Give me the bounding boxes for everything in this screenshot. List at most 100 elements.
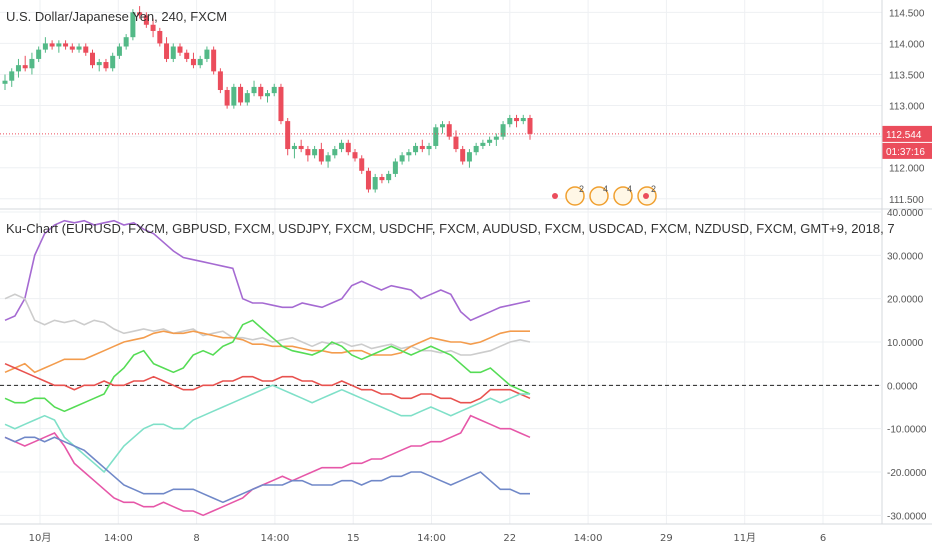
candle (116, 46, 122, 56)
candle (298, 145, 304, 150)
candle (190, 58, 196, 66)
candle (224, 90, 230, 106)
time-tick-label: 14:00 (417, 533, 446, 544)
indicator-tick-label: 40.0000 (887, 208, 924, 219)
price-tick-label: 113.000 (889, 102, 925, 113)
candle (76, 46, 82, 50)
candle (157, 30, 163, 44)
candle (90, 52, 95, 66)
indicator-series-line (4, 362, 531, 404)
candle (473, 145, 479, 153)
time-tick-label: 14:00 (104, 533, 133, 544)
candle (63, 43, 69, 47)
countdown-label: 01:37:16 (886, 147, 925, 158)
price-tick-label: 114.000 (889, 39, 925, 50)
candle (399, 155, 405, 162)
candle (9, 71, 15, 81)
candle (56, 43, 62, 47)
candle (211, 49, 217, 72)
candle (29, 58, 35, 69)
candle (514, 117, 520, 122)
candle (15, 65, 21, 72)
candle (392, 161, 398, 174)
time-tick-label: 14:00 (574, 533, 603, 544)
candle (83, 46, 89, 53)
time-tick-label: 8 (193, 533, 199, 544)
event-dot (643, 193, 649, 199)
candle (103, 62, 109, 69)
candle (69, 46, 75, 50)
candle (278, 86, 284, 122)
candle (325, 155, 331, 162)
event-marker (613, 186, 633, 206)
candle (379, 177, 385, 181)
candle (446, 124, 452, 137)
candle (291, 145, 297, 150)
indicator-series-line (4, 319, 531, 413)
event-marker-count: 2 (579, 184, 584, 194)
indicator-tick-label: 0.0000 (887, 381, 918, 392)
candle (406, 152, 412, 156)
candle (244, 93, 250, 103)
candle (2, 80, 8, 84)
candle (197, 58, 203, 66)
candle (130, 12, 136, 38)
candle (466, 152, 472, 162)
time-tick-label: 22 (503, 533, 516, 544)
last-price-badge (882, 125, 932, 142)
indicator-series-line (4, 384, 530, 474)
event-marker-count: 2 (651, 184, 656, 194)
indicator-series-line (4, 330, 530, 374)
candle (419, 145, 425, 150)
candle (413, 145, 419, 153)
candle (493, 136, 499, 140)
price-tick-label: 113.500 (889, 70, 925, 81)
indicator-tick-label: 10.0000 (887, 338, 924, 349)
price-tick-label: 111.500 (889, 195, 924, 206)
indicator-series-line (4, 219, 531, 322)
indicator-tick-label: -30.0000 (887, 511, 927, 522)
indicator-series-line (4, 293, 531, 356)
candle (285, 121, 291, 150)
candle (507, 117, 513, 125)
candle (527, 117, 533, 134)
event-dot (552, 193, 558, 199)
indicator-series-line (4, 414, 531, 517)
time-tick-label: 10月 (29, 532, 52, 544)
main-chart-title: U.S. Dollar/Japanese Yen, 240, FXCM (6, 9, 228, 24)
indicator-title: Ku-Chart (EURUSD, FXCM, GBPUSD, FXCM, US… (6, 221, 895, 236)
candle (238, 86, 244, 103)
price-tick-label: 112.000 (889, 164, 925, 175)
candle (217, 71, 223, 91)
indicator-tick-label: 30.0000 (887, 251, 924, 262)
time-tick-label: 14:00 (260, 533, 289, 544)
candle (480, 142, 486, 146)
candle (500, 124, 506, 137)
candle (460, 149, 466, 162)
candle (372, 177, 378, 190)
candle (258, 86, 264, 97)
candle (231, 86, 237, 106)
candle (520, 117, 526, 122)
time-tick-label: 15 (347, 533, 360, 544)
candle (204, 49, 210, 59)
candle (251, 86, 257, 94)
candle (177, 46, 183, 53)
candle (433, 127, 439, 146)
time-tick-label: 29 (660, 533, 673, 544)
indicator-series-line (4, 436, 530, 504)
candle (318, 149, 324, 162)
time-tick-label: 6 (820, 533, 826, 544)
candle (123, 37, 129, 47)
indicator-tick-label: -20.0000 (887, 468, 927, 479)
candle (345, 142, 351, 153)
candle (332, 149, 338, 156)
indicator-tick-label: -10.0000 (887, 425, 927, 436)
candle (42, 43, 48, 50)
candle (164, 43, 170, 59)
event-marker-count: 4 (627, 184, 632, 194)
time-tick-label: 11月 (733, 532, 756, 544)
candle (312, 149, 318, 156)
